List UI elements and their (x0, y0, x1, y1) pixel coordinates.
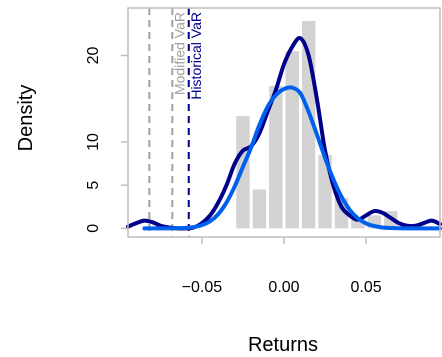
y-tick-label-4: 20 (85, 47, 102, 65)
var-line-label-3: Historical VaR (188, 12, 204, 100)
histogram-bar-4 (285, 51, 299, 229)
x-tick-label-3: 0.05 (351, 279, 382, 296)
histogram-bar-8 (351, 219, 365, 229)
y-tick-label-3: 10 (85, 133, 102, 151)
histogram-bar-1 (236, 116, 250, 229)
axes: −0.05 0.00 0.05 0 5 10 20 (85, 7, 441, 296)
x-axis-title: Returns (248, 334, 318, 356)
x-tick-label-2: 0.00 (268, 279, 299, 296)
var-lines: Modified VaR Historical VaR (148, 8, 204, 237)
histogram-bar-2 (252, 189, 267, 229)
histogram-bar-3 (269, 85, 283, 229)
y-tick-label-1: 0 (85, 224, 102, 233)
x-tick-label-1: −0.05 (182, 279, 223, 296)
y-axis-title: Density (15, 85, 37, 152)
density-curve-2 (142, 85, 442, 231)
y-tick-label-2: 5 (85, 181, 102, 190)
density-curves (126, 36, 442, 231)
var-line-label-2: Modified VaR (171, 12, 187, 95)
